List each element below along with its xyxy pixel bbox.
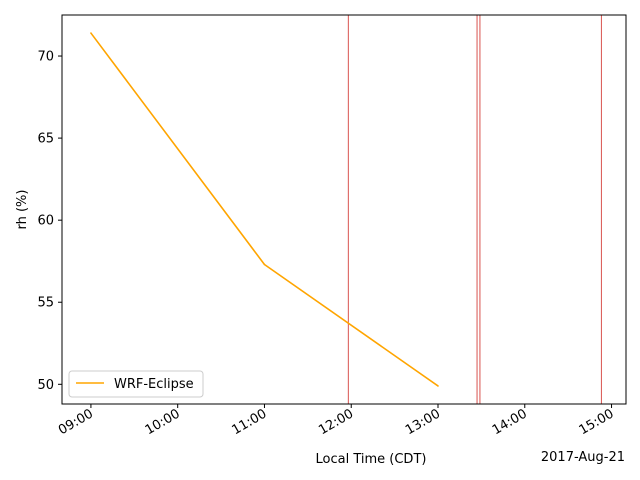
x-axis-label: Local Time (CDT) bbox=[316, 452, 427, 467]
legend-box bbox=[68, 370, 204, 398]
plot-frame bbox=[61, 14, 627, 405]
y-ticks-layer: 50 55 60 65 70 bbox=[37, 50, 62, 393]
y-tick-label: 50 bbox=[37, 378, 54, 393]
date-label: 2017-Aug-21 bbox=[541, 450, 625, 465]
data-point bbox=[263, 263, 266, 266]
legend: WRF-Eclipse bbox=[68, 370, 204, 398]
y-tick-label: 60 bbox=[37, 214, 54, 229]
y-tick-label: 55 bbox=[37, 296, 54, 311]
data-point bbox=[90, 32, 92, 34]
y-tick-label: 65 bbox=[37, 132, 54, 147]
y-tick-label: 70 bbox=[37, 50, 54, 65]
legend-entry-label: WRF-Eclipse bbox=[114, 377, 194, 392]
series-layer bbox=[90, 32, 439, 387]
y-axis-label: rh (%) bbox=[15, 190, 30, 230]
data-point bbox=[437, 385, 439, 387]
vertical-lines-layer bbox=[347, 15, 602, 404]
